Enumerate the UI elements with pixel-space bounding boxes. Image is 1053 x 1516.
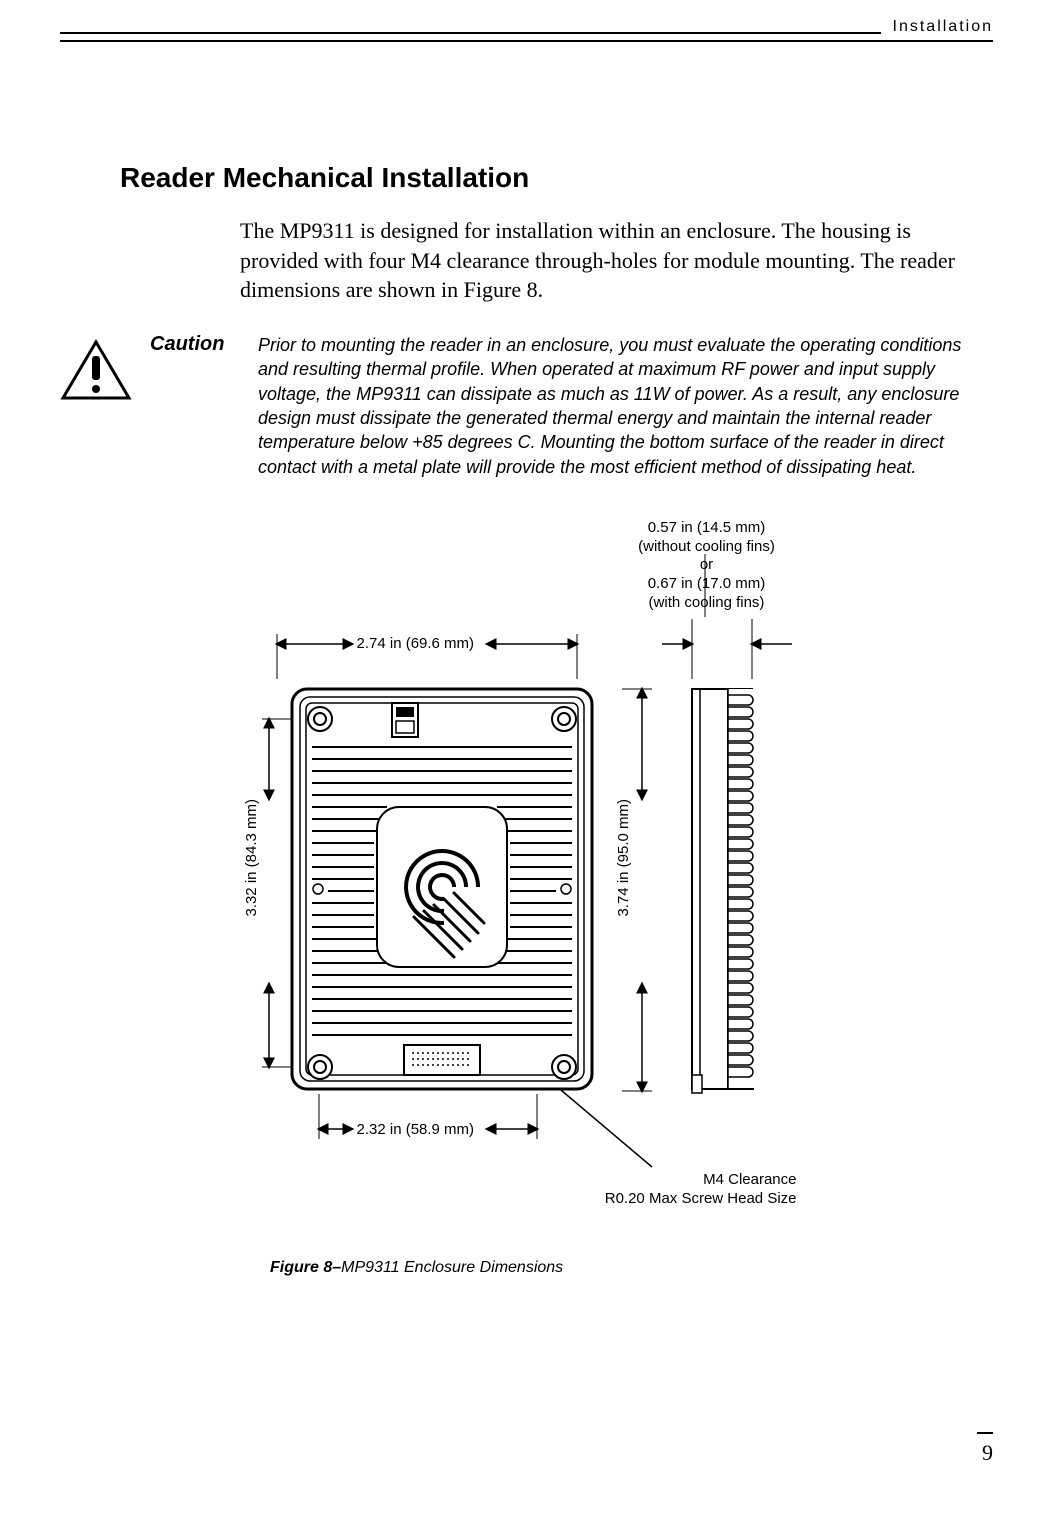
intro-paragraph: The MP9311 is designed for installation …: [120, 216, 993, 305]
page-header: Installation: [60, 18, 993, 42]
caution-label: Caution: [150, 333, 240, 356]
page-number: 9: [977, 1432, 993, 1466]
figure: 0.57 in (14.5 mm) (without cooling fins)…: [237, 519, 877, 1239]
figure-caption-text: MP9311 Enclosure Dimensions: [341, 1259, 563, 1276]
caution-text: Prior to mounting the reader in an enclo…: [258, 333, 993, 479]
warning-icon: [60, 333, 132, 406]
figure-caption: Figure 8–MP9311 Enclosure Dimensions: [270, 1259, 993, 1277]
diagram-svg: [237, 519, 877, 1239]
figure-caption-label: Figure 8–: [270, 1259, 341, 1276]
caution-block: Caution Prior to mounting the reader in …: [60, 333, 993, 479]
header-section: Installation: [893, 18, 994, 36]
page-title: Reader Mechanical Installation: [120, 162, 993, 194]
